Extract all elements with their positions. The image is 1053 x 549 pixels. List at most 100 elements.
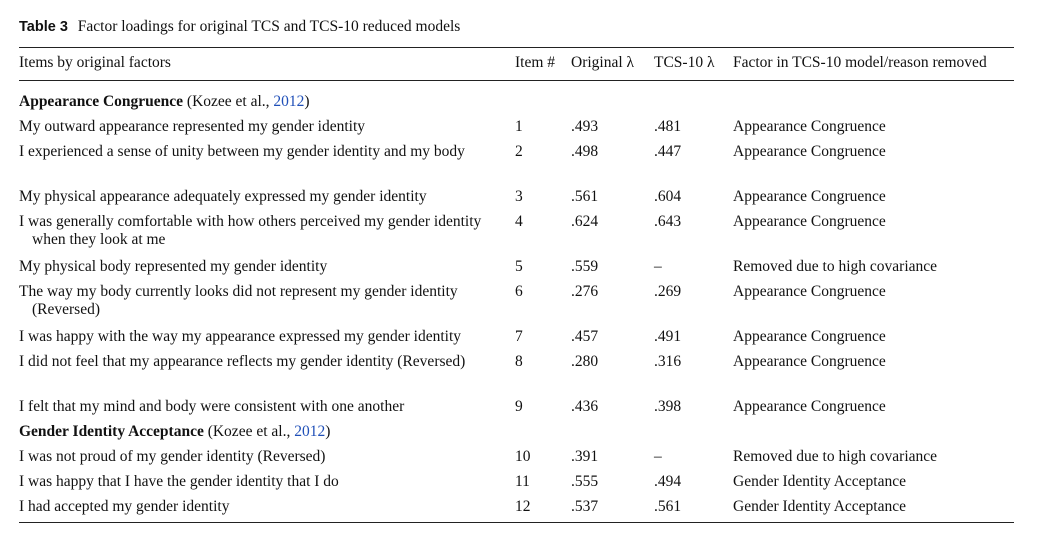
original-lambda-cell: .559	[571, 258, 599, 275]
group-header-row: Appearance Congruence (Kozee et al., 201…	[19, 84, 1014, 118]
item-text: My physical appearance adequately expres…	[19, 188, 427, 205]
item-text: I was happy with the way my appearance e…	[19, 328, 462, 345]
original-lambda-cell: .280	[571, 353, 599, 370]
factor-loadings-table: Items by original factors Item # Origina…	[19, 50, 1014, 523]
item-text: I had accepted my gender identity	[19, 498, 230, 515]
item-number-cell: 5	[515, 258, 523, 275]
factor-cell: Gender Identity Acceptance	[733, 473, 906, 490]
item-cell: I felt that my mind and body were consis…	[19, 398, 515, 423]
original-lambda-cell: .624	[571, 213, 599, 230]
item-text: I was happy that I have the gender ident…	[19, 473, 339, 490]
factor-cell: Appearance Congruence	[733, 328, 886, 345]
table-label: Table 3	[19, 19, 68, 35]
group-header-cell: Appearance Congruence (Kozee et al., 201…	[19, 84, 1014, 118]
table-row: I experienced a sense of unity between m…	[19, 143, 1014, 188]
tcs10-lambda-cell: –	[654, 448, 662, 465]
tcs10-lambda-cell: .494	[654, 473, 682, 490]
table-row: I did not feel that my appearance reflec…	[19, 353, 1014, 398]
original-lambda-cell: .498	[571, 143, 599, 160]
bottom-rule	[19, 522, 1014, 523]
item-number-cell: 4	[515, 213, 523, 230]
table-row: I was happy with the way my appearance e…	[19, 328, 1014, 353]
group-header-cell: Gender Identity Acceptance (Kozee et al.…	[19, 423, 1014, 448]
item-number-cell: 6	[515, 283, 523, 300]
original-lambda-cell: .391	[571, 448, 599, 465]
factor-cell: Appearance Congruence	[733, 143, 886, 160]
item-number-cell: 7	[515, 328, 523, 345]
col-header-factor: Factor in TCS-10 model/reason removed	[733, 54, 987, 71]
item-cell: My outward appearance represented my gen…	[19, 118, 515, 143]
factor-cell: Appearance Congruence	[733, 118, 886, 135]
tcs10-lambda-cell: .604	[654, 188, 682, 205]
item-text: The way my body currently looks did not …	[19, 283, 458, 318]
item-cell: I was not proud of my gender identity (R…	[19, 448, 515, 473]
table-row: I was happy that I have the gender ident…	[19, 473, 1014, 498]
item-text: My outward appearance represented my gen…	[19, 118, 366, 135]
tcs10-lambda-cell: .316	[654, 353, 682, 370]
tcs10-lambda-cell: –	[654, 258, 662, 275]
citation-year-link[interactable]: 2012	[294, 423, 326, 440]
tcs10-lambda-cell: .447	[654, 143, 682, 160]
table-row: I was generally comfortable with how oth…	[19, 213, 1014, 258]
citation-year-link[interactable]: 2012	[273, 93, 305, 110]
citation-suffix: )	[304, 93, 310, 110]
item-text: I experienced a sense of unity between m…	[19, 143, 465, 160]
table-row: My physical body represented my gender i…	[19, 258, 1014, 283]
item-text: I did not feel that my appearance reflec…	[19, 353, 466, 370]
citation-suffix: )	[325, 423, 331, 440]
original-lambda-cell: .555	[571, 473, 599, 490]
item-text: I felt that my mind and body were consis…	[19, 398, 405, 415]
table-caption: Table 3 Factor loadings for original TCS…	[19, 18, 460, 36]
group-name: Appearance Congruence	[19, 93, 184, 110]
original-lambda-cell: .276	[571, 283, 599, 300]
item-cell: I had accepted my gender identity	[19, 498, 515, 523]
original-lambda-cell: .436	[571, 398, 599, 415]
item-cell: My physical body represented my gender i…	[19, 258, 515, 283]
item-number-cell: 3	[515, 188, 523, 205]
item-number-cell: 1	[515, 118, 523, 135]
top-rule	[19, 47, 1014, 48]
factor-cell: Gender Identity Acceptance	[733, 498, 906, 515]
table-row: My physical appearance adequately expres…	[19, 188, 1014, 213]
factor-cell: Appearance Congruence	[733, 398, 886, 415]
item-number-cell: 8	[515, 353, 523, 370]
item-number-cell: 2	[515, 143, 523, 160]
factor-cell: Appearance Congruence	[733, 353, 886, 370]
table-row: I felt that my mind and body were consis…	[19, 398, 1014, 423]
col-header-original-lambda: Original λ	[571, 54, 635, 71]
item-number-cell: 9	[515, 398, 523, 415]
original-lambda-cell: .457	[571, 328, 599, 345]
col-header-tcs10-lambda: TCS-10 λ	[654, 54, 715, 71]
table-row: My outward appearance represented my gen…	[19, 118, 1014, 143]
tcs10-lambda-cell: .398	[654, 398, 682, 415]
item-cell: My physical appearance adequately expres…	[19, 188, 515, 213]
table-title: Factor loadings for original TCS and TCS…	[77, 18, 461, 35]
table-row: The way my body currently looks did not …	[19, 283, 1014, 328]
item-cell: I was happy with the way my appearance e…	[19, 328, 515, 353]
item-number-cell: 11	[515, 473, 530, 490]
header-rule	[19, 80, 1014, 81]
factor-cell: Appearance Congruence	[733, 188, 886, 205]
item-text: My physical body represented my gender i…	[19, 258, 328, 275]
item-number-cell: 10	[515, 448, 531, 465]
item-text: I was generally comfortable with how oth…	[19, 213, 482, 248]
citation-prefix: (Kozee et al.,	[203, 423, 295, 440]
original-lambda-cell: .537	[571, 498, 599, 515]
tcs10-lambda-cell: .643	[654, 213, 682, 230]
tcs10-lambda-cell: .481	[654, 118, 682, 135]
tcs10-lambda-cell: .269	[654, 283, 682, 300]
tcs10-lambda-cell: .561	[654, 498, 682, 515]
group-header-row: Gender Identity Acceptance (Kozee et al.…	[19, 423, 1014, 448]
tcs10-lambda-cell: .491	[654, 328, 682, 345]
group-name: Gender Identity Acceptance	[19, 423, 204, 440]
factor-cell: Appearance Congruence	[733, 213, 886, 230]
factor-cell: Removed due to high covariance	[733, 258, 938, 275]
citation-prefix: (Kozee et al.,	[183, 93, 274, 110]
col-header-item-number: Item #	[515, 54, 556, 71]
item-cell: I experienced a sense of unity between m…	[19, 143, 515, 188]
table-body: Appearance Congruence (Kozee et al., 201…	[19, 84, 1014, 523]
item-cell: I was generally comfortable with how oth…	[19, 213, 515, 258]
col-header-items: Items by original factors	[19, 54, 171, 71]
header-row: Items by original factors Item # Origina…	[19, 50, 1014, 84]
item-text: I was not proud of my gender identity (R…	[19, 448, 326, 465]
